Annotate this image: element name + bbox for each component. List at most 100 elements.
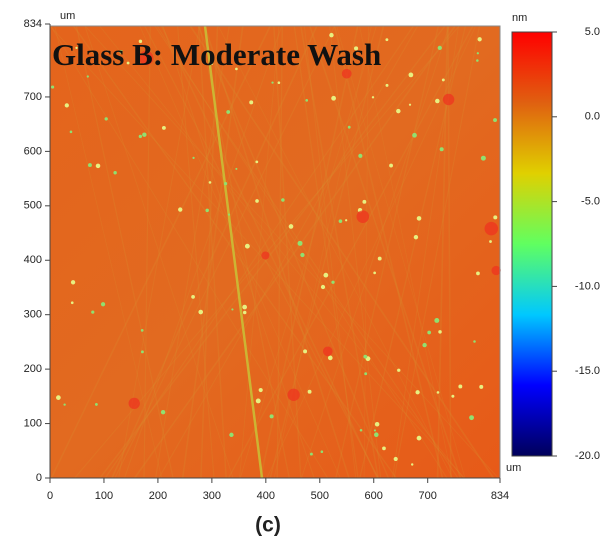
streak [309,25,462,479]
height-map [49,25,501,479]
chart-title: Glass B: Moderate Wash [52,37,381,72]
colorbar-tick-label: 0.0 [585,111,600,123]
streak [227,25,474,479]
streak [99,25,464,479]
speck [91,310,95,314]
blob [356,210,370,223]
speck [458,384,463,389]
streak [204,25,350,479]
image-background [50,26,500,478]
y-tick-label: 500 [24,200,42,212]
streak [161,25,379,479]
colorbar-tick-label: -5.0 [581,196,600,208]
speck [479,384,484,389]
y-tick-label: 100 [24,417,42,429]
speck [493,118,497,123]
speck [198,309,204,315]
blob [322,346,333,357]
colorbar-tick-label: -20.0 [575,450,600,462]
speck [408,72,414,78]
streak [155,25,230,479]
speck [229,432,234,438]
speck [277,81,281,85]
speck [441,78,445,82]
speck [138,39,143,44]
colorbar [511,31,553,457]
blob [442,93,455,106]
streak [139,25,341,479]
speck [86,75,89,78]
speck [140,328,144,332]
speck [113,171,117,175]
speck [476,52,479,55]
speck [160,409,166,415]
x-tick-label: 500 [311,490,329,502]
streak [303,25,357,479]
x-tick-label: 100 [95,490,113,502]
speck [231,308,234,311]
color-unit: nm [512,12,527,24]
streak [124,25,283,479]
streak [156,25,448,479]
streak [75,25,174,479]
speck [358,153,363,158]
streak [198,25,227,479]
streak [84,25,234,479]
speck [389,163,394,168]
speck [374,432,379,437]
y-tick-label: 300 [24,309,42,321]
speck [359,428,363,432]
speck [480,155,486,161]
speck [385,83,389,87]
speck [371,96,375,99]
speck [255,199,259,203]
colorbar-tick-label: -15.0 [575,365,600,377]
x-tick-label: 834 [491,490,509,502]
caption: (c) [255,514,281,537]
speck [327,355,333,361]
speck [373,429,376,432]
streak [300,25,450,479]
scratch [203,25,264,479]
speck [227,213,231,216]
speck [192,156,195,160]
speck [309,452,313,456]
speck [70,280,76,285]
speck [435,98,440,104]
speck [249,100,254,105]
streak [293,25,359,479]
speck [208,181,212,184]
speck [161,125,166,130]
streak [154,25,459,479]
streak [273,25,302,479]
speck [258,387,263,393]
speck [385,38,389,42]
speck [140,350,144,354]
speck [410,463,414,466]
blob [287,388,300,401]
speck [69,130,73,134]
x-tick-label: 200 [149,490,167,502]
speck [242,304,247,310]
speck [205,208,209,213]
speck [244,243,250,249]
speck [300,252,305,258]
speck [469,415,475,421]
x-unit: um [506,462,521,474]
x-tick-label: 400 [257,490,275,502]
streak [181,25,244,479]
speck [138,134,143,139]
streak [273,25,372,479]
speck [126,61,130,65]
speck [307,389,312,394]
speck [255,398,261,404]
speck [437,45,442,51]
streak [114,25,336,479]
speck [224,182,228,186]
speck [95,163,101,169]
streak [329,25,382,479]
speck [393,456,398,462]
speck [331,95,337,101]
speck [281,198,285,202]
